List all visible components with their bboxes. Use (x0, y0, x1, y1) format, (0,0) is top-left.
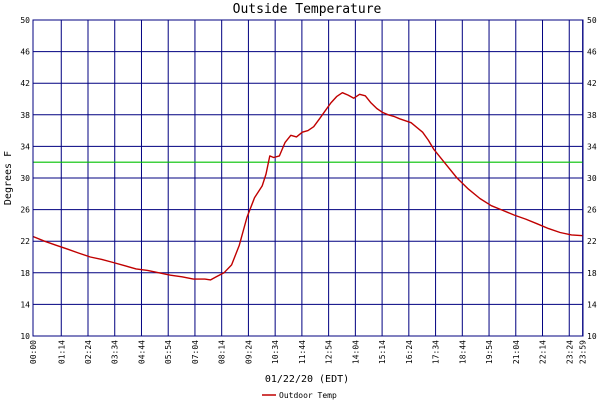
y-tick-label: 22 (20, 237, 30, 246)
x-tick-label: 07:04 (191, 340, 200, 364)
legend-label: Outdoor Temp (279, 391, 337, 400)
x-tick-label: 19:54 (485, 340, 494, 364)
y-tick-label-right: 42 (587, 79, 597, 88)
y-tick-label-right: 50 (587, 16, 597, 25)
plot-frame (32, 19, 584, 337)
legend: Outdoor Temp (262, 391, 337, 400)
y-tick-label: 18 (20, 269, 30, 278)
y-tick-label: 26 (20, 206, 30, 215)
x-tick-label: 02:24 (84, 340, 93, 364)
y-tick-label-right: 34 (587, 142, 597, 151)
y-tick-label-right: 26 (587, 206, 597, 215)
y-tick-label-right: 14 (587, 300, 597, 309)
x-tick-label: 17:34 (432, 340, 441, 364)
y-tick-label: 38 (20, 111, 30, 120)
x-tick-label: 10:34 (271, 340, 280, 364)
y-tick-label: 34 (20, 142, 30, 151)
series-group (32, 91, 584, 281)
x-tick-label: 04:44 (137, 340, 146, 364)
y-tick-label-right: 46 (587, 48, 597, 57)
x-tick-label: 00:00 (29, 340, 38, 364)
x-tick-label: 18:44 (458, 340, 467, 364)
y-axis-label: Degrees F (3, 151, 14, 205)
x-tick-label: 22:14 (539, 340, 548, 364)
x-tick-label: 23:59 (579, 340, 588, 364)
x-tick-label: 16:24 (405, 340, 414, 364)
y-tick-label-right: 18 (587, 269, 597, 278)
y-tick-label: 46 (20, 48, 30, 57)
y-tick-label: 10 (20, 332, 30, 341)
y-tick-label-right: 22 (587, 237, 597, 246)
y-tick-label-right: 10 (587, 332, 597, 341)
chart-title: Outside Temperature (233, 2, 382, 17)
x-tick-labels: 00:00 01:14 02:24 03:34 04:44 05:54 07:04 08:14… (29, 340, 588, 364)
x-tick-label: 09:24 (244, 340, 253, 364)
x-tick-label: 12:54 (325, 340, 334, 364)
x-tick-label: 15:14 (378, 340, 387, 364)
y-tick-label: 14 (20, 300, 30, 309)
y-tick-label: 42 (20, 79, 30, 88)
x-tick-label: 14:04 (351, 340, 360, 364)
x-axis-label: 01/22/20 (EDT) (265, 374, 349, 385)
y-tick-label-right: 30 (587, 174, 597, 183)
y-tick-label: 50 (20, 16, 30, 25)
x-tick-label: 01:14 (57, 340, 66, 364)
x-tick-label: 03:34 (111, 340, 120, 364)
y-tick-labels-left: 10 14 18 22 26 30 34 38 42 46 50 (20, 16, 30, 341)
x-tick-label: 05:54 (164, 340, 173, 364)
x-tick-label: 08:14 (218, 340, 227, 364)
y-tick-label-right: 38 (587, 111, 597, 120)
x-tick-label: 11:44 (298, 340, 307, 364)
x-tick-label: 21:04 (512, 340, 521, 364)
series-line-outdoor-temp (32, 91, 584, 281)
y-tick-label: 30 (20, 174, 30, 183)
x-tick-label: 23:24 (565, 340, 574, 364)
vertical-gridlines (32, 20, 584, 336)
y-tick-labels-right: 10 14 18 22 26 30 34 38 42 46 50 (587, 16, 597, 341)
